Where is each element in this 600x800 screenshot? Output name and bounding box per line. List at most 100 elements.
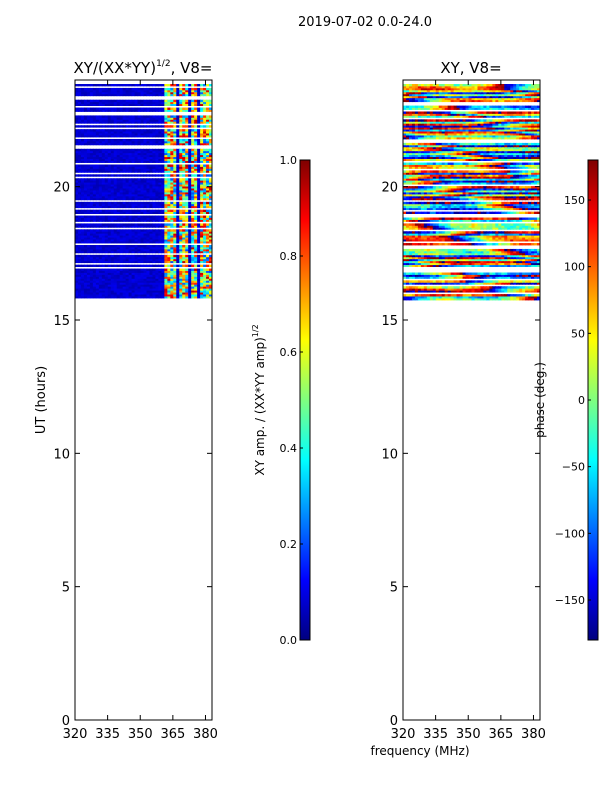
phase-heatmap-cell: [459, 248, 464, 252]
amplitude-heatmap-cell: [182, 190, 186, 193]
amplitude-heatmap-cell: [89, 195, 94, 199]
amplitude-heatmap-cell: [116, 140, 121, 144]
amplitude-heatmap-cell: [161, 140, 165, 144]
amplitude-heatmap-cell: [191, 99, 195, 103]
amplitude-heatmap-cell: [197, 282, 201, 285]
phase-heatmap-cell: [426, 282, 431, 285]
amplitude-heatmap-cell: [75, 154, 79, 158]
amplitude-heatmap-cell: [191, 264, 195, 268]
amplitude-heatmap-cell: [83, 248, 88, 252]
phase-heatmap-cell: [516, 286, 520, 289]
phase-heatmap-cell: [477, 274, 482, 277]
amplitude-heatmap-cell: [122, 197, 127, 201]
phase-heatmap-cell: [504, 272, 508, 275]
amplitude-heatmap-cell: [122, 164, 127, 167]
amplitude-heatmap-cell: [170, 193, 174, 197]
amplitude-heatmap-cell: [182, 154, 186, 158]
amplitude-heatmap-cell: [194, 156, 198, 160]
phase-heatmap-cell: [462, 296, 467, 299]
amplitude-heatmap-cell: [80, 158, 85, 161]
amplitude-heatmap-cell: [89, 158, 94, 161]
amplitude-heatmap-cell: [176, 125, 180, 128]
amplitude-heatmap-cell: [164, 119, 168, 122]
amplitude-heatmap-cell: [140, 205, 145, 209]
amplitude-heatmap-cell: [203, 140, 207, 144]
phase-heatmap-cell: [537, 262, 540, 266]
amplitude-heatmap-cell: [206, 121, 210, 124]
amplitude-heatmap-cell: [75, 211, 79, 214]
phase-heatmap-cell: [420, 272, 425, 275]
amplitude-heatmap-cell: [149, 211, 154, 214]
amplitude-heatmap-cell: [113, 231, 118, 234]
amplitude-heatmap-cell: [191, 225, 195, 228]
phase-heatmap-cell: [537, 286, 540, 289]
amplitude-heatmap-cell: [83, 182, 88, 185]
amplitude-heatmap-cell: [104, 138, 109, 142]
amplitude-heatmap-cell: [158, 186, 162, 189]
amplitude-heatmap-cell: [197, 103, 201, 106]
phase-heatmap-cell: [414, 282, 419, 285]
phase-heatmap-cell: [501, 296, 505, 299]
amplitude-heatmap-cell: [125, 133, 130, 136]
amplitude-heatmap-cell: [77, 184, 82, 187]
amplitude-heatmap-cell: [95, 245, 100, 248]
amplitude-heatmap-cell: [128, 166, 133, 169]
amplitude-heatmap-cell: [206, 99, 210, 103]
amplitude-heatmap-cell: [77, 131, 82, 134]
phase-heatmap-cell: [429, 250, 434, 254]
amplitude-heatmap-cell: [188, 166, 192, 169]
phase-heatmap-cell: [432, 258, 437, 262]
amplitude-heatmap-cell: [131, 84, 136, 87]
amplitude-heatmap-cell: [179, 246, 183, 250]
amplitude-heatmap-cell: [101, 188, 106, 191]
amplitude-heatmap-cell: [146, 107, 151, 110]
amplitude-heatmap-cell: [161, 101, 165, 105]
phase-heatmap-cell: [492, 274, 496, 277]
amplitude-heatmap-cell: [113, 229, 118, 232]
phase-heatmap-cell: [531, 248, 535, 252]
amplitude-heatmap-cell: [143, 182, 148, 185]
phase-heatmap-cell: [528, 280, 532, 283]
phase-heatmap-cell: [403, 258, 407, 262]
amplitude-heatmap-cell: [185, 193, 189, 197]
amplitude-heatmap-cell: [173, 288, 177, 291]
amplitude-heatmap-cell: [146, 231, 151, 234]
amplitude-heatmap-cell: [173, 188, 177, 191]
amplitude-heatmap-cell: [113, 156, 118, 160]
phase-heatmap-cell: [486, 262, 490, 266]
amplitude-heatmap-cell: [140, 140, 145, 144]
amplitude-heatmap-cell: [167, 264, 171, 268]
amplitude-heatmap-cell: [209, 156, 212, 160]
amplitude-heatmap-cell: [173, 158, 177, 161]
phase-heatmap-cell: [519, 274, 523, 277]
amplitude-heatmap-cell: [110, 274, 115, 277]
phase-heatmap-cell: [489, 256, 493, 260]
amplitude-heatmap-cell: [143, 254, 148, 258]
amplitude-heatmap-cell: [188, 84, 192, 87]
amplitude-heatmap-cell: [104, 164, 109, 167]
amplitude-heatmap-cell: [179, 156, 183, 160]
amplitude-heatmap-cell: [158, 296, 162, 299]
amplitude-heatmap-cell: [75, 205, 79, 209]
amplitude-heatmap-cell: [86, 235, 91, 238]
amplitude-heatmap-cell: [191, 290, 195, 293]
amplitude-heatmap-cell: [158, 178, 162, 181]
amplitude-heatmap-cell: [197, 248, 201, 252]
amplitude-heatmap-cell: [134, 229, 139, 232]
amplitude-heatmap-cell: [137, 166, 142, 169]
amplitude-heatmap-cell: [95, 276, 100, 279]
amplitude-heatmap-cell: [75, 203, 79, 207]
amplitude-heatmap-cell: [185, 166, 189, 169]
amplitude-heatmap-cell: [179, 131, 183, 134]
phase-heatmap-cell: [432, 252, 437, 256]
phase-heatmap-cell: [495, 260, 499, 264]
amplitude-heatmap-cell: [101, 233, 106, 236]
amplitude-heatmap-cell: [206, 264, 210, 268]
amplitude-heatmap-cell: [89, 258, 94, 262]
amplitude-heatmap-cell: [92, 164, 97, 167]
amplitude-heatmap-cell: [206, 258, 210, 262]
phase-heatmap-cell: [495, 290, 499, 293]
amplitude-heatmap-cell: [170, 272, 174, 275]
amplitude-heatmap-cell: [75, 158, 79, 161]
phase-heatmap-cell: [429, 288, 434, 291]
